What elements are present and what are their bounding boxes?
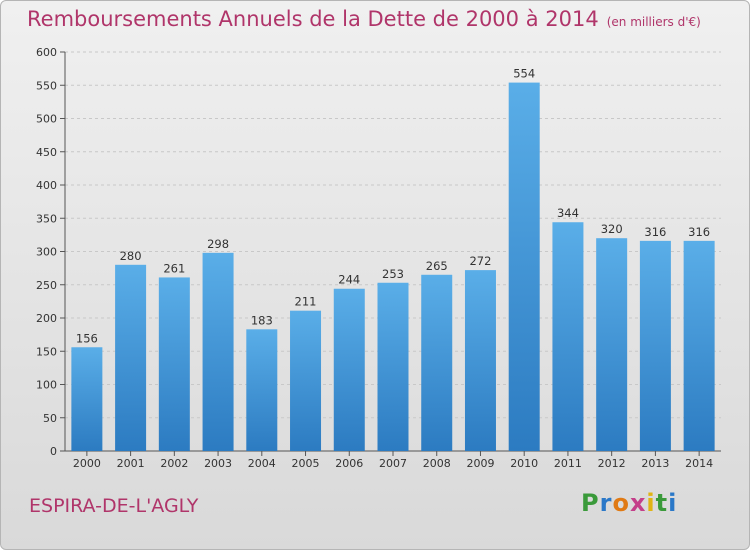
y-tick-label: 200: [36, 312, 57, 325]
bar-2008: [421, 274, 453, 451]
x-tick-label-2005: 2005: [292, 457, 320, 470]
data-label-2013: 316: [644, 225, 666, 239]
data-label-2009: 272: [469, 254, 491, 268]
y-tick-label: 0: [50, 445, 57, 458]
data-label-2006: 244: [338, 273, 360, 287]
x-tick-label-2007: 2007: [379, 457, 407, 470]
data-label-2002: 261: [163, 261, 185, 275]
bar-2010: [508, 82, 540, 451]
x-tick-label-2009: 2009: [466, 457, 494, 470]
y-tick-label: 450: [36, 146, 57, 159]
bar-2009: [464, 270, 496, 451]
data-label-2000: 156: [76, 331, 98, 345]
x-tick-label-2008: 2008: [423, 457, 451, 470]
bar-2003: [202, 252, 234, 451]
data-label-2007: 253: [382, 267, 404, 281]
x-tick-label-2014: 2014: [685, 457, 713, 470]
data-label-2004: 183: [251, 313, 273, 327]
x-tick-label-2003: 2003: [204, 457, 232, 470]
y-tick-label: 400: [36, 179, 57, 192]
bar-2013: [639, 240, 671, 451]
y-tick-label: 50: [43, 412, 57, 425]
y-tick-label: 300: [36, 246, 57, 259]
y-tick-label: 100: [36, 379, 57, 392]
bar-2011: [552, 222, 584, 451]
x-tick-label-2002: 2002: [160, 457, 188, 470]
x-tick-label-2001: 2001: [117, 457, 145, 470]
bar-2012: [596, 238, 628, 451]
y-tick-label: 550: [36, 79, 57, 92]
chart-title: Remboursements Annuels de la Dette de 20…: [27, 7, 701, 31]
bar-2002: [158, 277, 190, 451]
chart-subtitle: (en milliers d'€): [606, 15, 701, 29]
data-label-2003: 298: [207, 237, 229, 251]
bar-2005: [290, 310, 322, 451]
y-tick-label: 500: [36, 113, 57, 126]
proxiti-logo: Proxiti: [581, 489, 678, 517]
data-label-2005: 211: [295, 295, 317, 309]
bar-2006: [333, 288, 365, 451]
y-tick-label: 150: [36, 345, 57, 358]
data-label-2012: 320: [601, 222, 623, 236]
data-label-2010: 554: [513, 67, 535, 81]
data-label-2001: 280: [120, 249, 142, 263]
y-tick-label: 350: [36, 212, 57, 225]
data-label-2011: 344: [557, 206, 579, 220]
bar-2014: [683, 240, 715, 451]
x-tick-label-2011: 2011: [554, 457, 582, 470]
y-tick-label: 250: [36, 279, 57, 292]
bar-2007: [377, 282, 409, 451]
x-tick-label-2006: 2006: [335, 457, 363, 470]
x-tick-label-2004: 2004: [248, 457, 276, 470]
y-tick-label: 600: [36, 46, 57, 59]
x-tick-label-2000: 2000: [73, 457, 101, 470]
x-tick-label-2012: 2012: [598, 457, 626, 470]
data-label-2008: 265: [426, 259, 448, 273]
bar-2004: [246, 329, 278, 451]
bar-2000: [71, 347, 103, 451]
x-tick-label-2013: 2013: [641, 457, 669, 470]
bar-2001: [115, 264, 147, 451]
data-label-2014: 316: [688, 225, 710, 239]
title-text: Remboursements Annuels de la Dette de 20…: [27, 7, 599, 31]
city-name: ESPIRA-DE-L'AGLY: [29, 495, 199, 517]
x-tick-label-2010: 2010: [510, 457, 538, 470]
